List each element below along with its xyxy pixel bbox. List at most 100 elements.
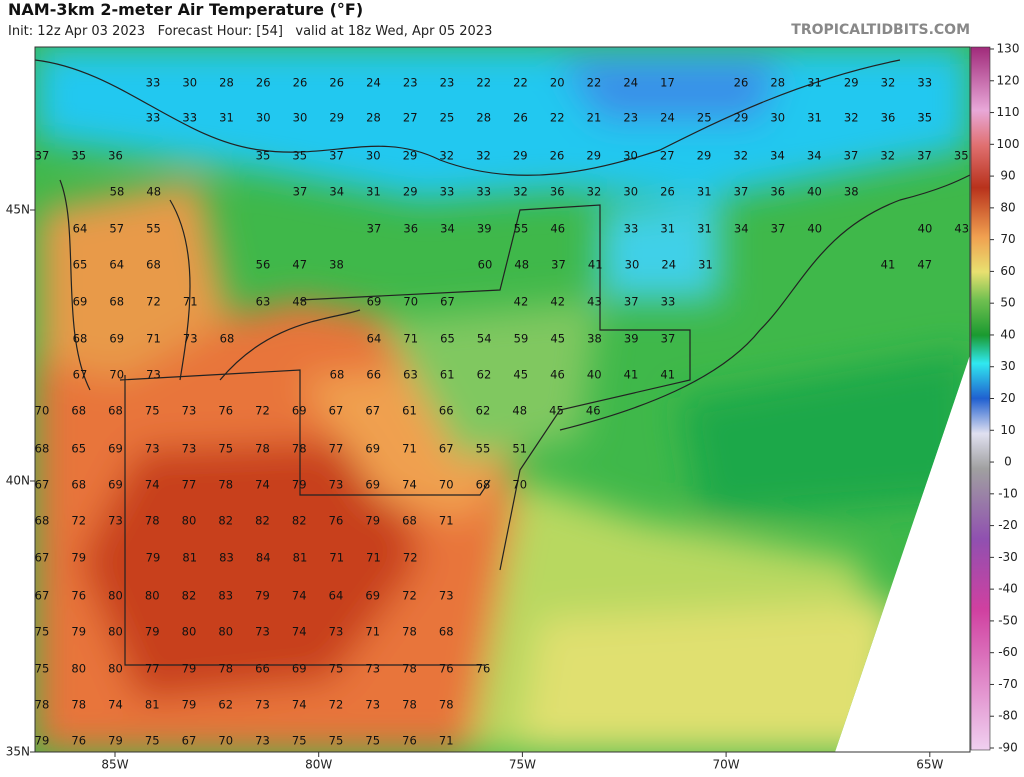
station-value: 57 — [109, 222, 124, 236]
station-value: 73 — [182, 442, 197, 456]
station-value: 31 — [698, 258, 713, 272]
station-value: 37 — [917, 149, 932, 163]
station-value: 40 — [807, 185, 822, 199]
station-value: 33 — [146, 76, 161, 90]
station-value: 82 — [255, 514, 270, 528]
station-value: 55 — [514, 222, 529, 236]
station-value: 29 — [697, 149, 712, 163]
station-value: 51 — [512, 442, 527, 456]
station-value: 25 — [697, 111, 712, 125]
station-value: 43 — [954, 222, 969, 236]
station-value: 71 — [439, 734, 454, 748]
station-value: 73 — [365, 698, 380, 712]
station-value: 38 — [587, 332, 602, 346]
station-value: 33 — [146, 111, 161, 125]
station-value: 32 — [513, 185, 528, 199]
station-value: 67 — [440, 295, 455, 309]
station-value: 61 — [440, 368, 455, 382]
station-value: 79 — [71, 551, 86, 565]
station-value: 78 — [439, 698, 454, 712]
station-value: 80 — [218, 625, 233, 639]
station-value: 29 — [844, 76, 859, 90]
station-value: 66 — [439, 404, 454, 418]
station-value: 35 — [256, 149, 271, 163]
station-value: 72 — [146, 295, 161, 309]
lon-label: 80W — [305, 758, 332, 772]
station-value: 58 — [110, 185, 125, 199]
station-value: 45 — [513, 368, 528, 382]
station-value: 36 — [770, 185, 785, 199]
station-value: 34 — [807, 149, 822, 163]
station-value: 29 — [513, 149, 528, 163]
station-value: 77 — [329, 442, 344, 456]
station-value: 31 — [219, 111, 234, 125]
station-value: 25 — [440, 111, 455, 125]
colorbar-label: 110 — [997, 105, 1020, 119]
station-value: 73 — [329, 625, 344, 639]
lat-label: 35N — [6, 745, 30, 759]
colorbar-label: -40 — [998, 582, 1018, 596]
station-value: 73 — [146, 368, 161, 382]
station-value: 74 — [292, 698, 307, 712]
station-value: 69 — [73, 295, 88, 309]
station-value: 68 — [35, 514, 50, 528]
station-value: 75 — [329, 734, 344, 748]
station-value: 29 — [586, 149, 601, 163]
station-value: 70 — [512, 478, 527, 492]
colorbar-label: 20 — [1000, 391, 1015, 405]
station-value: 74 — [292, 589, 307, 603]
station-value: 22 — [587, 76, 602, 90]
station-value: 38 — [329, 258, 344, 272]
station-value: 30 — [366, 149, 381, 163]
lat-label: 45N — [6, 203, 30, 217]
station-value: 68 — [402, 514, 417, 528]
station-value: 42 — [514, 295, 529, 309]
station-value: 26 — [329, 76, 344, 90]
station-value: 68 — [439, 625, 454, 639]
station-value: 32 — [439, 149, 454, 163]
station-value: 80 — [108, 589, 123, 603]
map-frame — [34, 46, 971, 753]
station-value: 75 — [35, 625, 50, 639]
station-value: 35 — [954, 149, 969, 163]
station-value: 22 — [513, 76, 528, 90]
station-value: 34 — [329, 185, 344, 199]
station-value: 73 — [108, 514, 123, 528]
station-value: 61 — [402, 404, 417, 418]
station-value: 78 — [218, 478, 233, 492]
station-value: 70 — [109, 368, 124, 382]
station-value: 26 — [734, 76, 749, 90]
station-value: 32 — [881, 76, 896, 90]
colorbar-label: -80 — [998, 709, 1018, 723]
station-value: 23 — [440, 76, 455, 90]
station-value: 29 — [403, 149, 418, 163]
station-value: 74 — [292, 625, 307, 639]
station-value: 29 — [734, 111, 749, 125]
station-value: 78 — [255, 442, 270, 456]
station-value: 71 — [183, 295, 198, 309]
colorbar-label: 30 — [1000, 359, 1015, 373]
station-value: 26 — [293, 76, 308, 90]
station-value: 36 — [881, 111, 896, 125]
station-value: 48 — [512, 404, 527, 418]
station-value: 73 — [255, 734, 270, 748]
station-value: 20 — [550, 76, 565, 90]
station-value: 76 — [439, 662, 454, 676]
station-value: 26 — [550, 149, 565, 163]
station-value: 79 — [35, 734, 50, 748]
colorbar-label: -20 — [998, 518, 1018, 532]
station-value: 59 — [514, 332, 529, 346]
station-value: 74 — [402, 478, 417, 492]
station-value: 77 — [182, 478, 197, 492]
station-value: 79 — [255, 589, 270, 603]
station-value: 70 — [35, 404, 50, 418]
station-value: 67 — [73, 368, 88, 382]
station-value: 32 — [844, 111, 859, 125]
station-value: 68 — [330, 368, 345, 382]
station-value: 65 — [440, 332, 455, 346]
station-value: 64 — [73, 222, 88, 236]
station-value: 71 — [402, 442, 417, 456]
station-value: 80 — [182, 625, 197, 639]
station-value: 79 — [292, 478, 307, 492]
